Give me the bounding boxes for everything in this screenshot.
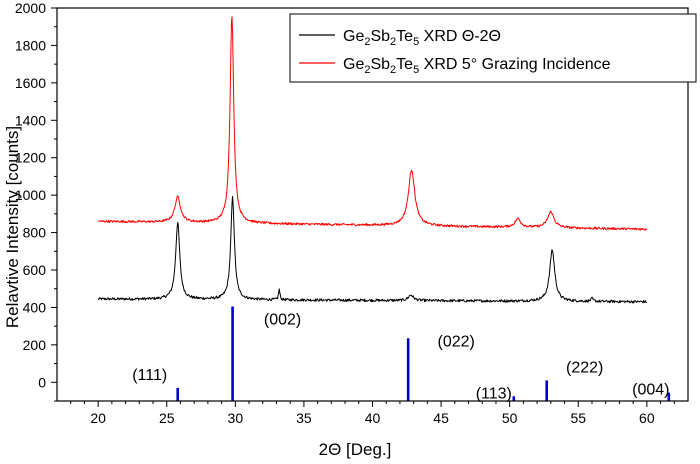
legend-label-0: Ge2Sb2Te5 XRD Θ-2Θ	[343, 28, 501, 48]
x-tick-label: 50	[502, 410, 518, 426]
y-tick-label: 400	[23, 299, 47, 315]
x-tick-label: 45	[433, 410, 449, 426]
y-tick-label: 1400	[15, 112, 46, 128]
y-tick-label: 1600	[15, 75, 46, 91]
reference-label-1: (002)	[264, 311, 301, 328]
legend: Ge2Sb2Te5 XRD Θ-2Θ Ge2Sb2Te5 XRD 5° Grazi…	[289, 13, 697, 83]
axes: 20 25 30 35 40 45 50 55 600200400600800100012001…	[15, 0, 689, 426]
y-tick-label: 1800	[15, 37, 46, 53]
legend-label-1: Ge2Sb2Te5 XRD 5° Grazing Incidence	[343, 56, 611, 76]
legend-box	[289, 13, 697, 83]
x-tick-label: 30	[228, 410, 244, 426]
x-tick-label: 25	[159, 410, 175, 426]
reference-label-5: (004)	[632, 382, 669, 399]
series-line-1	[97, 16, 648, 231]
y-tick-label: 200	[23, 337, 47, 353]
y-tick-label: 0	[38, 374, 46, 390]
y-tick-label: 600	[23, 262, 47, 278]
reference-lines: (111) (002) (022) (113) (222) (004)	[132, 306, 671, 402]
x-tick-label: 20	[90, 410, 106, 426]
reference-label-3: (113)	[476, 385, 512, 402]
y-tick-label: 1000	[15, 187, 46, 203]
reference-label-0: (111)	[132, 367, 167, 384]
reference-label-2: (022)	[437, 333, 474, 350]
x-tick-label: 40	[365, 410, 381, 426]
x-tick-label: 55	[570, 410, 586, 426]
x-axis-title: 2Θ [Deg.]	[319, 440, 392, 459]
x-tick-label: 60	[639, 410, 655, 426]
y-axis-title: Relavtive Intensity [counts]	[3, 126, 22, 328]
y-tick-label: 1200	[15, 150, 46, 166]
series-line-0	[97, 196, 648, 304]
series-layer	[97, 16, 648, 304]
y-tick-label: 2000	[15, 0, 46, 16]
y-tick-label: 800	[23, 225, 47, 241]
reference-label-4: (222)	[566, 359, 603, 376]
x-tick-label: 35	[296, 410, 312, 426]
